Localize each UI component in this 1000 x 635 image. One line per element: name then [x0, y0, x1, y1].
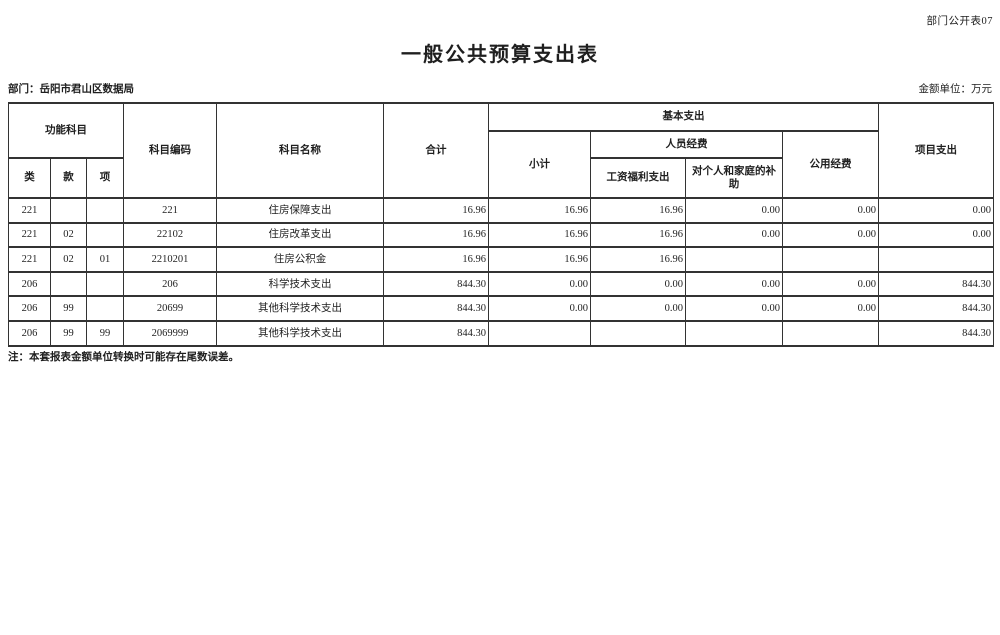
cell-public: 0.00: [782, 295, 880, 322]
cell-code: 22102: [123, 221, 218, 249]
cell-project: 844.30: [878, 319, 995, 347]
cell-section: [50, 197, 87, 224]
cell-wage: 0.00: [590, 295, 687, 322]
cell-class: 221: [8, 197, 51, 224]
doc-label: 部门公开表07: [926, 16, 993, 27]
cell-total: 844.30: [383, 270, 490, 298]
cell-project: [878, 246, 995, 273]
header-subject-code: 科目编码: [123, 102, 218, 199]
header-subtotal: 小计: [488, 130, 592, 199]
cell-item: 01: [85, 246, 125, 273]
cell-subsidy: [685, 246, 784, 273]
header-class: 类: [8, 157, 51, 199]
cell-total: 16.96: [383, 221, 490, 249]
cell-wage: 0.00: [590, 270, 687, 298]
cell-subsidy: 0.00: [685, 295, 784, 322]
cell-name: 住房公积金: [216, 246, 385, 273]
cell-item: [85, 197, 125, 224]
cell-wage: 16.96: [590, 197, 687, 224]
cell-public: 0.00: [782, 197, 880, 224]
cell-subsidy: 0.00: [685, 221, 784, 249]
cell-subtotal: [488, 319, 592, 347]
header-total: 合计: [383, 102, 490, 199]
cell-wage: [590, 319, 687, 347]
cell-name: 其他科学技术支出: [216, 295, 385, 322]
header-subject-name: 科目名称: [216, 102, 385, 199]
cell-total: 16.96: [383, 197, 490, 224]
table-row: 221 02 01 2210201 住房公积金 16.96 16.96 16.9…: [8, 246, 995, 273]
cell-name: 住房保障支出: [216, 197, 385, 224]
cell-subtotal: 0.00: [488, 295, 592, 322]
cell-subsidy: [685, 319, 784, 347]
cell-name: 住房改革支出: [216, 221, 385, 249]
cell-section: 99: [50, 295, 87, 322]
cell-wage: 16.96: [590, 221, 687, 249]
cell-code: 2069999: [123, 319, 218, 347]
cell-class: 221: [8, 221, 51, 249]
header-functional-subject: 功能科目: [7, 102, 125, 159]
cell-code: 2210201: [123, 246, 218, 273]
header-personnel-funds: 人员经费: [590, 130, 784, 159]
table-row: 206 99 20699 其他科学技术支出 844.30 0.00 0.00 0…: [8, 295, 995, 322]
cell-section: 02: [50, 246, 87, 273]
cell-public: [782, 246, 880, 273]
cell-wage: 16.96: [590, 246, 687, 273]
table-row: 221 221 住房保障支出 16.96 16.96 16.96 0.00 0.…: [8, 197, 995, 224]
header-individual-family-subsidy: 对个人和家庭的补助: [685, 157, 784, 199]
cell-subtotal: 0.00: [488, 270, 592, 298]
cell-subtotal: 16.96: [488, 221, 592, 249]
cell-subtotal: 16.96: [488, 197, 592, 224]
cell-item: [85, 270, 125, 298]
table-body: 221 221 住房保障支出 16.96 16.96 16.96 0.00 0.…: [8, 197, 995, 347]
cell-section: 99: [50, 319, 87, 347]
budget-table: 功能科目 科目编码 科目名称 合计 基本支出 项目支出 小计 人员经费 公用经费…: [7, 102, 995, 347]
table-header: 功能科目 科目编码 科目名称 合计 基本支出 项目支出 小计 人员经费 公用经费…: [7, 102, 995, 199]
cell-item: [85, 295, 125, 322]
cell-name: 其他科学技术支出: [216, 319, 385, 347]
cell-section: [50, 270, 87, 298]
header-basic-expenditure: 基本支出: [488, 102, 880, 132]
header-wage-welfare: 工资福利支出: [590, 157, 687, 199]
cell-class: 206: [8, 295, 51, 322]
cell-total: 844.30: [383, 295, 490, 322]
cell-item: [85, 221, 125, 249]
cell-name: 科学技术支出: [216, 270, 385, 298]
table-row: 206 206 科学技术支出 844.30 0.00 0.00 0.00 0.0…: [8, 270, 995, 298]
page-title: 一般公共预算支出表: [401, 44, 599, 66]
cell-code: 206: [123, 270, 218, 298]
cell-item: 99: [85, 319, 125, 347]
cell-code: 221: [123, 197, 218, 224]
cell-project: 0.00: [878, 197, 995, 224]
cell-subsidy: 0.00: [685, 197, 784, 224]
cell-code: 20699: [123, 295, 218, 322]
cell-project: 0.00: [878, 221, 995, 249]
header-section: 款: [50, 157, 87, 199]
cell-subtotal: 16.96: [488, 246, 592, 273]
unit-label: 金额单位：万元: [918, 84, 993, 95]
cell-subsidy: 0.00: [685, 270, 784, 298]
header-public-funds: 公用经费: [782, 130, 880, 199]
cell-class: 206: [8, 319, 51, 347]
table-row: 206 99 99 2069999 其他科学技术支出 844.30 844.30: [8, 319, 995, 347]
cell-total: 844.30: [383, 319, 490, 347]
footnote: 注：本套报表金额单位转换时可能存在尾数误差。: [8, 352, 239, 363]
cell-project: 844.30: [878, 270, 995, 298]
table-row: 221 02 22102 住房改革支出 16.96 16.96 16.96 0.…: [8, 221, 995, 249]
meta-row: 部门：岳阳市君山区数据局 金额单位：万元: [8, 81, 992, 96]
department-label: 部门：岳阳市君山区数据局: [8, 84, 134, 95]
cell-class: 221: [8, 246, 51, 273]
cell-section: 02: [50, 221, 87, 249]
cell-public: 0.00: [782, 221, 880, 249]
cell-total: 16.96: [383, 246, 490, 273]
cell-public: [782, 319, 880, 347]
cell-project: 844.30: [878, 295, 995, 322]
cell-class: 206: [8, 270, 51, 298]
header-item: 项: [85, 157, 125, 199]
header-project-expenditure: 项目支出: [878, 102, 995, 199]
cell-public: 0.00: [782, 270, 880, 298]
